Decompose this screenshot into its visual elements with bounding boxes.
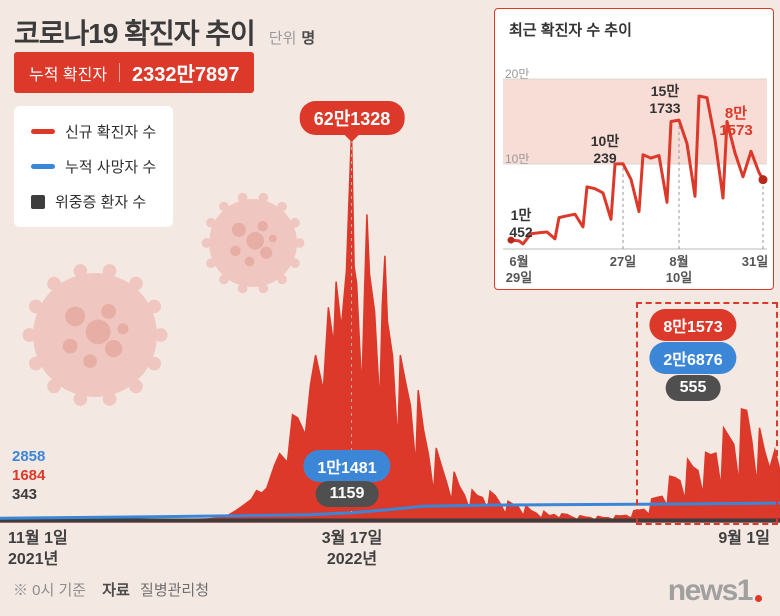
recent-new-cases-badge: 8만1573 xyxy=(649,309,737,341)
start-values: 2858 1684 343 xyxy=(12,447,45,504)
inset-label-151733: 15만 1733 xyxy=(649,83,681,116)
legend-item-new-cases: 신규 확진자 수 xyxy=(31,121,156,142)
dark-square-swatch xyxy=(31,194,45,209)
source-name: 질병관리청 xyxy=(140,582,210,599)
header: 코로나19 확진자 추이 단위 명 xyxy=(14,12,315,52)
start-critical: 343 xyxy=(12,486,38,503)
inset-end-dot xyxy=(758,175,768,185)
x-axis-label-end: 9월 1일 xyxy=(718,530,770,547)
virus-decoration-icon xyxy=(22,264,168,406)
virus-decoration-icon xyxy=(201,192,305,294)
inset-chart-panel: 최근 확진자 수 추이 20만 10만 6월 29일 27일 8월 10일 31일 … xyxy=(494,8,774,290)
x-axis-label-peak: 3월 17일 2022년 xyxy=(321,530,383,568)
inset-xtick-jul27: 27일 xyxy=(609,254,637,269)
news1-logo: news1 xyxy=(668,576,762,606)
cumulative-deaths-line xyxy=(0,501,780,520)
legend-label: 누적 사망자 수 xyxy=(65,159,157,176)
source-label: 자료 xyxy=(102,582,130,599)
start-deaths: 2858 xyxy=(12,448,46,465)
red-line-swatch xyxy=(31,129,55,134)
legend-item-deaths: 누적 사망자 수 xyxy=(31,156,156,177)
mid-critical-badge: 1159 xyxy=(315,481,379,507)
inset-label-10452: 1만 452 xyxy=(509,207,533,240)
recent-deaths-badge: 2만6876 xyxy=(649,342,737,374)
legend-label: 위중증 환자 수 xyxy=(55,194,147,211)
inset-xtick-aug31: 31일 xyxy=(741,254,769,269)
start-new-cases: 1684 xyxy=(12,467,46,484)
cumulative-label: 누적 확진자 xyxy=(29,66,108,84)
logo-red-dot xyxy=(755,595,762,602)
inset-start-dot xyxy=(507,236,515,244)
inset-xtick-aug10: 8월 10일 xyxy=(665,254,693,285)
inset-xtick-jun29: 6월 29일 xyxy=(505,254,533,285)
x-axis-label-start: 11월 1일 2021년 xyxy=(8,530,68,568)
cumulative-value: 2332만7897 xyxy=(132,64,240,86)
blue-line-swatch xyxy=(31,164,55,169)
inset-label-100239: 10만 239 xyxy=(590,133,620,166)
inset-ytick-100k: 10만 xyxy=(505,152,530,166)
inset-chart xyxy=(503,78,768,250)
page-title: 코로나19 확진자 추이 xyxy=(14,18,256,49)
logo-wordmark: news1 xyxy=(667,574,754,607)
inset-band xyxy=(503,79,767,164)
footnote: ※ 0시 기준 자료 질병관리청 xyxy=(13,579,209,600)
inset-new-cases-line xyxy=(509,94,765,246)
recent-period-highlight xyxy=(636,302,778,525)
legend-item-critical: 위중증 환자 수 xyxy=(31,191,156,212)
mid-deaths-badge: 1만1481 xyxy=(303,450,391,482)
peak-value-badge: 62만1328 xyxy=(299,101,405,135)
basis-note: ※ 0시 기준 xyxy=(13,582,87,599)
recent-critical-badge: 555 xyxy=(665,375,721,401)
inset-label-81573: 8만 1573 xyxy=(719,105,753,139)
legend-label: 신규 확진자 수 xyxy=(65,124,157,141)
unit-label: 단위 명 xyxy=(268,30,316,47)
legend: 신규 확진자 수 누적 사망자 수 위중증 환자 수 xyxy=(14,106,174,227)
badge-divider xyxy=(119,63,121,82)
cumulative-total-badge: 누적 확진자 2332만7897 xyxy=(14,52,255,93)
inset-title: 최근 확진자 수 추이 xyxy=(509,22,632,39)
inset-ytick-200k: 20만 xyxy=(505,67,530,81)
